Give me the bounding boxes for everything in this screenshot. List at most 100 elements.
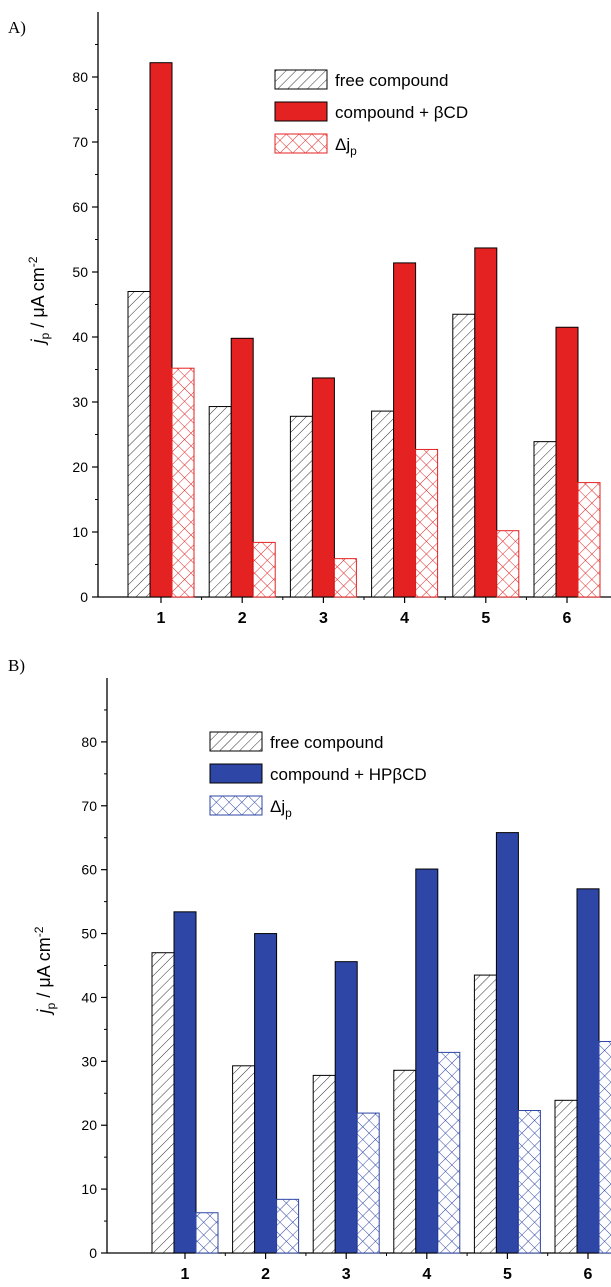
- panel-label: B): [8, 656, 25, 675]
- bar-series-2-cat-4: [393, 262, 417, 598]
- bar-series-3-cat-1: [171, 367, 195, 598]
- bar-series-1-cat-3: [312, 1074, 336, 1254]
- bar-series-1-cat-5: [452, 313, 476, 598]
- bar-series-2-cat-2: [230, 337, 254, 598]
- legend-swatch-1: [209, 731, 263, 752]
- bar-series-3-cat-2: [252, 541, 276, 598]
- x-tick-label: 1: [181, 1266, 190, 1283]
- y-tick-label: 20: [72, 459, 88, 475]
- y-tick-label: 70: [72, 134, 88, 150]
- bar-series-3-cat-6: [598, 1041, 611, 1254]
- y-tick-label: 80: [81, 734, 97, 750]
- x-tick-label: 4: [400, 610, 409, 627]
- legend-label-1: free compound: [335, 71, 448, 90]
- y-tick-label: 80: [72, 69, 88, 85]
- legend-label-2: compound + βCD: [335, 103, 468, 122]
- y-axis-label-sup: -2: [32, 926, 46, 937]
- x-tick-label: 6: [584, 1266, 593, 1283]
- bar-series-3-cat-2: [276, 1198, 300, 1254]
- y-tick-label: 60: [72, 199, 88, 215]
- bar-series-3-cat-6: [577, 482, 601, 598]
- y-tick-label: 40: [72, 329, 88, 345]
- bar-series-1-cat-6: [533, 441, 557, 598]
- bar-series-2-cat-5: [474, 247, 498, 598]
- legend-label-text: free compound: [335, 71, 448, 90]
- bar-series-2-cat-3: [334, 961, 358, 1254]
- bar-series-3-cat-5: [517, 1110, 541, 1254]
- bar-series-2-cat-3: [311, 377, 335, 598]
- bar-series-3-cat-4: [415, 448, 439, 598]
- bar-series-1-cat-2: [208, 406, 232, 598]
- y-tick-label: 10: [72, 524, 88, 540]
- legend-label-sub: p: [285, 806, 292, 820]
- legend: free compound compound + HPβCD Δjp: [209, 731, 427, 820]
- bar-series-2-cat-6: [555, 326, 579, 598]
- x-tick-label: 3: [342, 1266, 351, 1283]
- bar-series-1-cat-1: [127, 291, 151, 598]
- panel-label: A): [8, 18, 26, 37]
- legend-swatch-1: [274, 69, 328, 90]
- bar-series-2-cat-6: [576, 888, 600, 1254]
- bar-series-1-cat-1: [151, 952, 175, 1254]
- y-axis-label-sup: -2: [26, 256, 40, 267]
- bar-series-2-cat-1: [173, 911, 197, 1254]
- legend-label-3: Δjp: [270, 797, 292, 820]
- legend-swatch-2: [209, 763, 263, 784]
- y-axis-label: jp / μA cm-2: [26, 256, 52, 346]
- bar-series-1-cat-3: [289, 415, 313, 598]
- y-tick-label: 70: [81, 798, 97, 814]
- y-axis-label-main: j: [34, 1008, 54, 1016]
- legend: free compound compound + βCD Δjp: [274, 69, 468, 158]
- bar-series-2-cat-2: [254, 933, 278, 1254]
- bar-series-1-cat-4: [371, 410, 395, 598]
- legend-label-1: free compound: [270, 733, 383, 752]
- y-tick-label: 40: [81, 989, 97, 1005]
- x-tick-label: 5: [503, 1266, 512, 1283]
- legend-label-3: Δjp: [335, 135, 357, 158]
- bar-series-2-cat-1: [149, 62, 173, 598]
- y-tick-label: 50: [81, 926, 97, 942]
- y-tick-label: 0: [89, 1245, 97, 1261]
- y-tick-label: 50: [72, 264, 88, 280]
- bar-series-3-cat-5: [496, 530, 520, 598]
- x-tick-label: 4: [422, 1266, 431, 1283]
- bar-series-3-cat-3: [356, 1112, 380, 1254]
- legend-label-text: Δj: [270, 797, 285, 816]
- panel-a: A) 0 10 20 30 40 50 60 70 80 1 2 3 4 5 6 jp / μA cm-2 fre…: [8, 12, 611, 627]
- legend-swatch-2: [274, 101, 328, 122]
- y-tick-label: 30: [72, 394, 88, 410]
- legend-label-sub: p: [350, 144, 357, 158]
- bar-series-1-cat-4: [393, 1069, 417, 1254]
- legend-label-text: compound + HPβCD: [270, 765, 427, 784]
- bar-series-1-cat-2: [232, 1065, 256, 1254]
- y-axis-label-sub: p: [44, 1002, 58, 1009]
- y-tick-label: 0: [80, 589, 88, 605]
- y-axis-label-main: j: [28, 338, 48, 346]
- y-tick-label: 60: [81, 862, 97, 878]
- x-tick-label: 3: [319, 610, 328, 627]
- legend-label-text: free compound: [270, 733, 383, 752]
- y-axis-label-sub: p: [38, 332, 52, 339]
- y-axis-label-rest: / μA cm: [34, 937, 54, 1002]
- x-tick-label: 2: [238, 610, 247, 627]
- x-tick-label: 1: [157, 610, 166, 627]
- legend-label-text: Δj: [335, 135, 350, 154]
- y-axis-label: jp / μA cm-2: [32, 926, 58, 1016]
- y-tick-label: 20: [81, 1117, 97, 1133]
- legend-swatch-3: [209, 795, 263, 816]
- bar-series-1-cat-5: [473, 974, 497, 1254]
- bar-series-2-cat-4: [415, 868, 439, 1254]
- y-tick-label: 10: [81, 1181, 97, 1197]
- x-tick-label: 6: [563, 610, 572, 627]
- legend-label-2: compound + HPβCD: [270, 765, 427, 784]
- legend-label-text: compound + βCD: [335, 103, 468, 122]
- x-tick-label: 2: [261, 1266, 270, 1283]
- bar-series-3-cat-1: [195, 1212, 219, 1254]
- x-tick-label: 5: [481, 610, 490, 627]
- bar-series-3-cat-3: [333, 558, 357, 598]
- legend-swatch-3: [274, 133, 328, 154]
- y-tick-label: 30: [81, 1053, 97, 1069]
- bar-series-3-cat-4: [437, 1051, 461, 1254]
